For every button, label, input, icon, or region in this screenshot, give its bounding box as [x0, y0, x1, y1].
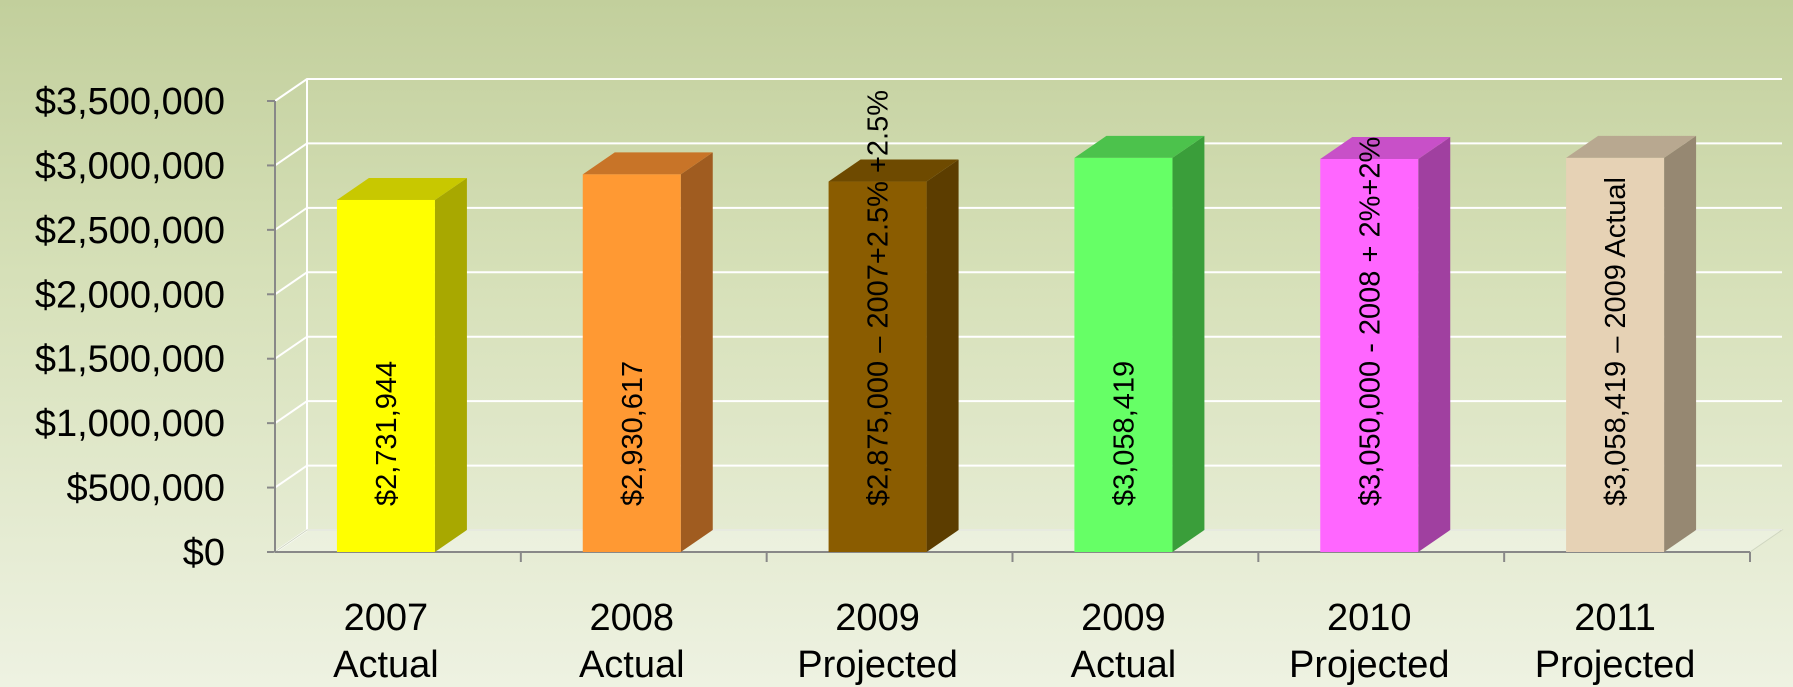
y-tick-label: $2,500,000 [35, 210, 225, 252]
bar-group: $2,875,000 – 2007+2.5% +2.5% [828, 90, 959, 553]
bar [336, 199, 435, 553]
x-tick-label: Projected [797, 644, 958, 686]
bar-side [434, 177, 467, 553]
gridline [274, 400, 1782, 424]
data-label: $3,058,419 – 2009 Actual [1600, 177, 1632, 506]
bar-group: $3,050,000 - 2008 + 2%+2% [1320, 136, 1451, 552]
x-tick-label: 2009 [1081, 597, 1166, 639]
data-label: $2,731,944 [371, 361, 403, 506]
data-label: $3,050,000 - 2008 + 2%+2% [1354, 137, 1386, 506]
x-tick-label: Actual [333, 644, 439, 686]
chart-axes [267, 100, 1784, 562]
data-label: $3,058,419 [1108, 361, 1140, 506]
bar-group: $3,058,419 [1074, 135, 1205, 552]
data-label: $2,875,000 – 2007+2.5% +2.5% [863, 90, 895, 506]
bar [582, 174, 681, 552]
chart-bars: $2,731,944 $2,930,617 $2,875,000 – 2007+2.… [336, 90, 1697, 553]
x-axis-tick-labels: 2007 Actual 2008 Actual 2009 Projected 2009 Act… [333, 597, 1695, 686]
gridline [274, 78, 1782, 102]
bar-group: $3,058,419 – 2009 Actual [1566, 135, 1697, 552]
bar-side [1418, 136, 1451, 552]
gridline [274, 464, 1782, 489]
bar-group: $2,731,944 [336, 177, 467, 553]
y-tick-label: $1,000,000 [35, 403, 225, 445]
x-tick-label: 2011 [1574, 597, 1656, 639]
y-tick-label: $2,000,000 [35, 274, 225, 316]
bar-top [828, 159, 959, 182]
bar-top [1320, 136, 1451, 159]
bar-side [680, 152, 713, 552]
x-tick-label: 2007 [344, 597, 429, 639]
bar-group: $2,930,617 [582, 152, 713, 552]
bar [1074, 157, 1173, 552]
y-tick-label: $0 [183, 532, 225, 574]
gridline [274, 206, 1782, 231]
bar-side [1664, 135, 1697, 552]
x-tick-label: 2008 [589, 597, 674, 639]
x-tick-label: 2010 [1327, 597, 1412, 639]
x-tick-label: Projected [1289, 644, 1450, 686]
bar-side [1172, 135, 1205, 552]
y-tick-label: $1,500,000 [35, 339, 225, 381]
x-tick-label: Projected [1535, 644, 1696, 686]
bar-top [336, 177, 467, 200]
chart-floor [273, 529, 1784, 553]
bar [1320, 158, 1419, 552]
data-label: $2,930,617 [617, 361, 649, 506]
bar-top [1074, 135, 1205, 158]
gridline [274, 142, 1782, 167]
y-tick-label: $3,000,000 [35, 145, 225, 187]
y-tick-label: $500,000 [67, 468, 226, 510]
y-axis-tick-labels: $0 $500,000 $1,000,000 $1,500,000 $2,000,000… [35, 81, 225, 574]
x-tick-label: Actual [579, 644, 685, 686]
bar-top [1566, 135, 1697, 158]
gridline [274, 271, 1782, 296]
bar [1566, 157, 1665, 552]
chart-grid [274, 78, 1782, 553]
bar [828, 181, 927, 553]
bar-side [926, 159, 959, 553]
gridline [274, 335, 1782, 360]
x-tick-label: Actual [1071, 644, 1177, 686]
x-tick-label: 2009 [835, 597, 920, 639]
bar-top [582, 152, 713, 175]
y-tick-label: $3,500,000 [35, 81, 225, 123]
